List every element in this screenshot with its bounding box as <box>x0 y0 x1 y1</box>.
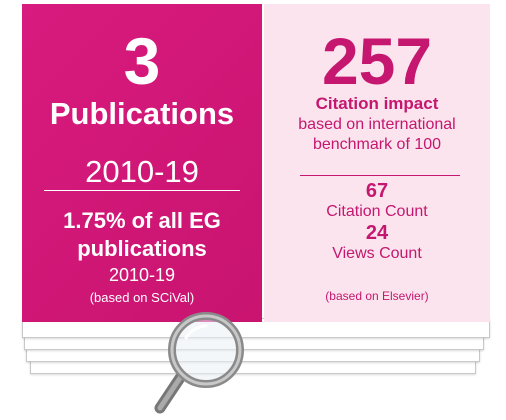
publications-panel: 3 Publications 2010-19 1.75% of all EG p… <box>22 4 262 322</box>
metric-value: 24 <box>365 222 389 244</box>
publication-count: 3 <box>123 24 161 98</box>
citation-impact-value: 257 <box>321 24 433 98</box>
description: benchmark of 100 <box>312 136 442 153</box>
publication-label: Publications <box>49 96 235 131</box>
metric-value: 67 <box>365 180 389 202</box>
source: (based on Elsevier) <box>325 289 429 303</box>
divider <box>44 190 240 191</box>
period: 2010-19 <box>85 154 199 189</box>
metric-label: Citation Count <box>326 203 428 220</box>
divider <box>300 175 460 176</box>
metric-label: Views Count <box>332 245 422 262</box>
citation-panel: 257 Citation impact based on internation… <box>264 4 490 322</box>
magnifier-icon <box>154 312 244 414</box>
share: 1.75% of all EG <box>63 208 221 233</box>
description: based on international <box>298 116 456 133</box>
source: (based on SCiVal) <box>89 290 195 305</box>
share-unit: publications <box>77 236 207 261</box>
citation-impact-label: Citation impact <box>315 94 439 113</box>
share-period: 2010-19 <box>108 265 176 285</box>
